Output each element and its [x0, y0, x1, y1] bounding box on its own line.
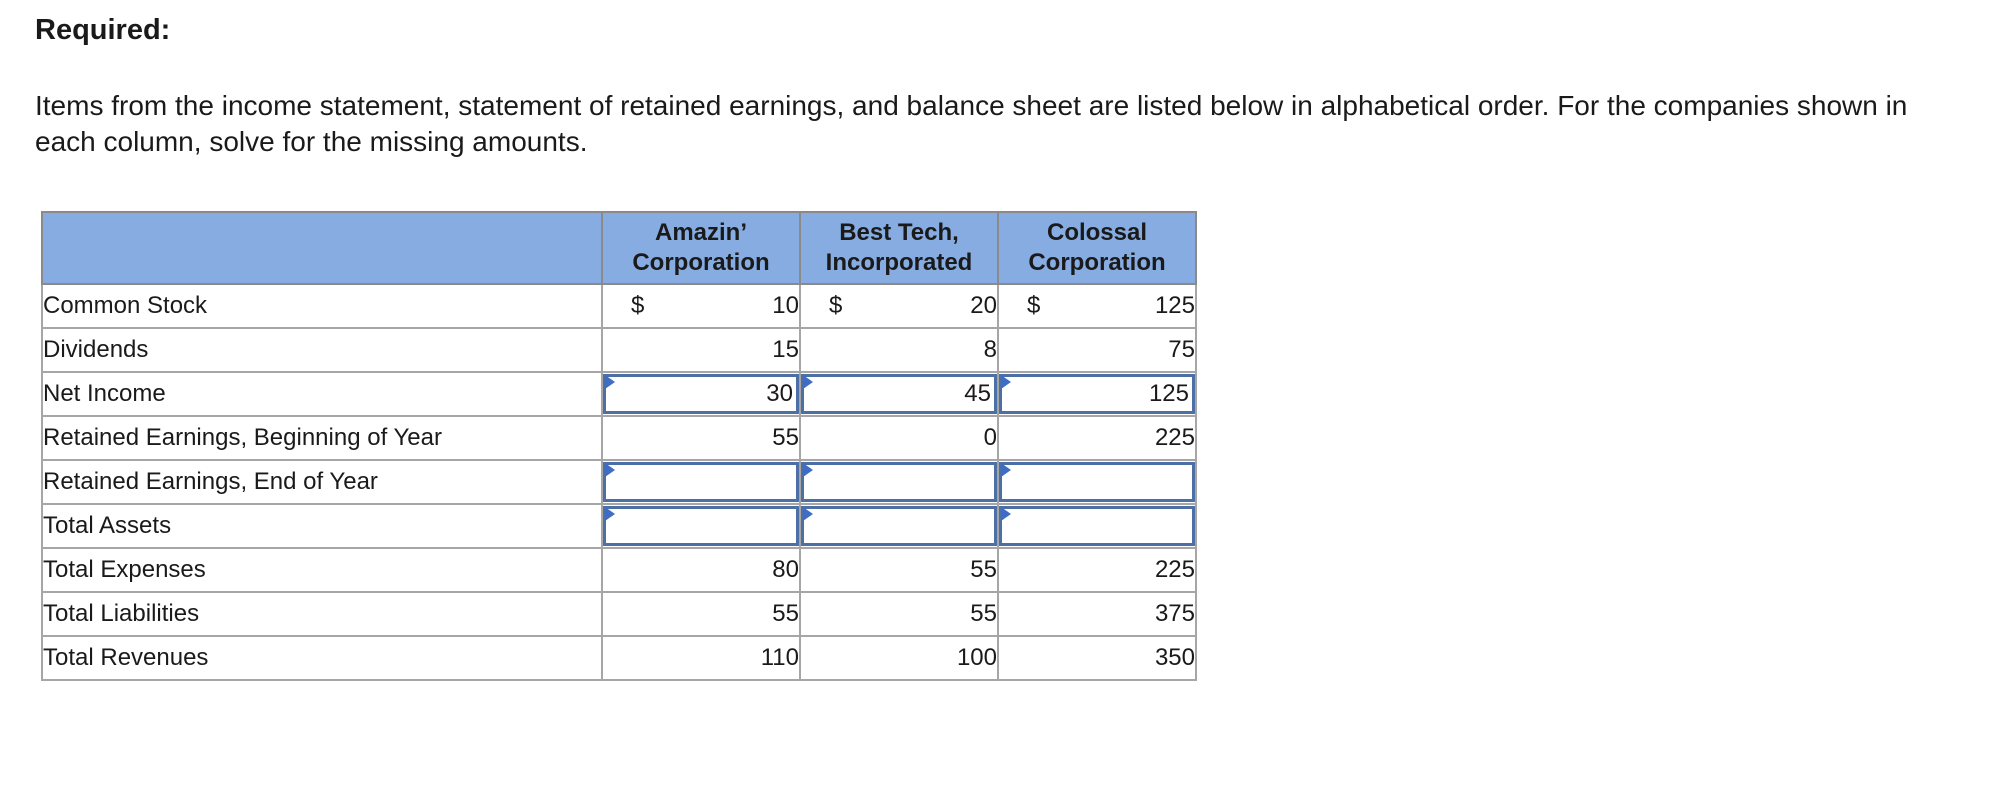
- row-label: Total Liabilities: [41, 591, 603, 637]
- input-marker-icon: [803, 463, 813, 477]
- amount-cell: $ 20: [799, 283, 999, 329]
- net-income-input-colossal[interactable]: 125: [997, 371, 1197, 417]
- amount-value: 125: [1154, 292, 1195, 319]
- table-row-total-expenses: Total Expenses 80 55 225: [41, 547, 1197, 593]
- currency-symbol: $: [1027, 292, 1041, 319]
- net-income-input-best-tech[interactable]: 45: [799, 371, 999, 417]
- amount-cell: 100: [799, 635, 999, 681]
- table-row-common-stock: Common Stock $ 10 $ 20 $ 125: [41, 283, 1197, 329]
- column-header-best-tech: Best Tech, Incorporated: [799, 211, 999, 285]
- answer-input[interactable]: 125: [999, 374, 1195, 414]
- input-marker-icon: [605, 375, 615, 389]
- column-header-amazin: Amazin’ Corporation: [601, 211, 801, 285]
- amount-cell: 0: [799, 415, 999, 461]
- answer-input[interactable]: 45: [801, 374, 997, 414]
- column-header-line2: Corporation: [1028, 249, 1166, 276]
- column-header-line1: Colossal: [1046, 219, 1148, 246]
- answer-input[interactable]: [999, 506, 1195, 546]
- required-heading: Required:: [35, 14, 171, 46]
- retained-earnings-end-input-best-tech[interactable]: [799, 459, 999, 505]
- answer-input[interactable]: [603, 506, 799, 546]
- table-row-total-revenues: Total Revenues 110 100 350: [41, 635, 1197, 681]
- row-label: Retained Earnings, Beginning of Year: [41, 415, 603, 461]
- amount-cell: 350: [997, 635, 1197, 681]
- amount-cell: $ 125: [997, 283, 1197, 329]
- table-row-retained-earnings-beginning: Retained Earnings, Beginning of Year 55 …: [41, 415, 1197, 461]
- column-header-line2: Corporation: [632, 249, 770, 276]
- table-row-net-income: Net Income 30 45 125: [41, 371, 1197, 417]
- amount-cell: 15: [601, 327, 801, 373]
- amount-cell: 110: [601, 635, 801, 681]
- financial-data-table: Amazin’ Corporation Best Tech, Incorpora…: [41, 211, 1197, 681]
- column-header-line2: Incorporated: [825, 249, 973, 276]
- amount-value: 20: [970, 292, 997, 319]
- amount-cell: $ 10: [601, 283, 801, 329]
- table-header-row: Amazin’ Corporation Best Tech, Incorpora…: [41, 211, 1197, 285]
- column-header-line1: Amazin’: [654, 219, 747, 246]
- row-label: Common Stock: [41, 283, 603, 329]
- column-header-line1: Best Tech,: [839, 219, 959, 246]
- currency-symbol: $: [631, 292, 645, 319]
- input-marker-icon: [605, 463, 615, 477]
- table-row-retained-earnings-end: Retained Earnings, End of Year: [41, 459, 1197, 505]
- input-marker-icon: [1001, 507, 1011, 521]
- total-assets-input-best-tech[interactable]: [799, 503, 999, 549]
- row-label: Net Income: [41, 371, 603, 417]
- total-assets-input-colossal[interactable]: [997, 503, 1197, 549]
- amount-cell: 80: [601, 547, 801, 593]
- answer-input[interactable]: [999, 462, 1195, 502]
- amount-cell: 375: [997, 591, 1197, 637]
- retained-earnings-end-input-amazin[interactable]: [601, 459, 801, 505]
- row-label: Retained Earnings, End of Year: [41, 459, 603, 505]
- answer-input[interactable]: 30: [603, 374, 799, 414]
- currency-symbol: $: [829, 292, 843, 319]
- amount-cell: 55: [799, 591, 999, 637]
- amount-cell: 225: [997, 415, 1197, 461]
- header-blank-cell: [41, 211, 603, 285]
- table-row-dividends: Dividends 15 8 75: [41, 327, 1197, 373]
- amount-cell: 55: [601, 415, 801, 461]
- answer-input[interactable]: [801, 506, 997, 546]
- amount-cell: 55: [601, 591, 801, 637]
- row-label: Total Revenues: [41, 635, 603, 681]
- answer-input[interactable]: [801, 462, 997, 502]
- input-marker-icon: [605, 507, 615, 521]
- net-income-input-amazin[interactable]: 30: [601, 371, 801, 417]
- row-label: Dividends: [41, 327, 603, 373]
- amount-cell: 55: [799, 547, 999, 593]
- amount-cell: 225: [997, 547, 1197, 593]
- input-marker-icon: [803, 375, 813, 389]
- amount-value: 10: [772, 292, 799, 319]
- input-marker-icon: [1001, 375, 1011, 389]
- amount-cell: 75: [997, 327, 1197, 373]
- row-label: Total Assets: [41, 503, 603, 549]
- answer-input[interactable]: [603, 462, 799, 502]
- retained-earnings-end-input-colossal[interactable]: [997, 459, 1197, 505]
- input-marker-icon: [1001, 463, 1011, 477]
- column-header-colossal: Colossal Corporation: [997, 211, 1197, 285]
- row-label: Total Expenses: [41, 547, 603, 593]
- table-row-total-liabilities: Total Liabilities 55 55 375: [41, 591, 1197, 637]
- total-assets-input-amazin[interactable]: [601, 503, 801, 549]
- amount-cell: 8: [799, 327, 999, 373]
- instructions-text: Items from the income statement, stateme…: [35, 90, 1908, 157]
- input-marker-icon: [803, 507, 813, 521]
- table-row-total-assets: Total Assets: [41, 503, 1197, 549]
